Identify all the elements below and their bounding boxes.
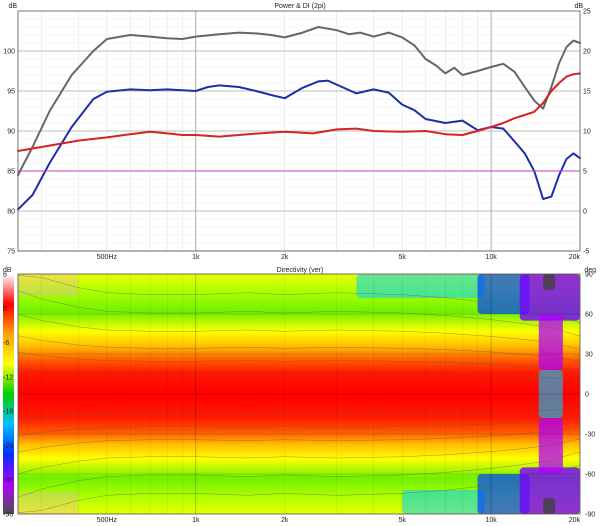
directivity-hf-region (543, 498, 556, 514)
power-x-tick-label: 5k (399, 254, 407, 261)
directivity-x-tick-label: 10k (485, 517, 497, 524)
colorbar-tick-label: -30 (3, 477, 13, 484)
power-x-tick-label: 20k (569, 254, 581, 261)
power-chart-title: Power & DI (2pi) (274, 3, 325, 10)
colorbar (3, 274, 14, 514)
power-y-left-tick-label: 90 (7, 129, 15, 136)
directivity-hf-region (538, 370, 563, 418)
directivity-contour (17, 352, 581, 371)
directivity-y-tick-label: 60 (585, 312, 593, 319)
directivity-plot-frame (17, 273, 581, 515)
directivity-hf-region (356, 274, 485, 298)
colorbar-tick-label: 0 (3, 306, 7, 313)
colorbar-tick-label: -36 (3, 512, 13, 519)
power-y-left-tick-label: 85 (7, 169, 15, 176)
colorbar-tick-label: -24 (3, 443, 13, 450)
directivity-contour (17, 275, 581, 324)
power-series-line-0 (17, 26, 581, 176)
directivity-contour (17, 438, 581, 475)
directivity-contour (17, 407, 581, 420)
directivity-lf-region (18, 274, 79, 296)
power-y-left-unit: dB (8, 3, 17, 10)
directivity-contour (17, 290, 581, 337)
power-y-right-tick-label: 5 (583, 169, 587, 176)
directivity-hf-region (538, 418, 563, 474)
directivity-chart-title: Directivity (ver) (277, 267, 324, 274)
directivity-hf-region (538, 314, 563, 370)
directivity-hf-region (543, 274, 556, 290)
directivity-colorbar-unit: dB (3, 267, 12, 274)
directivity-contour (17, 451, 581, 498)
directivity-contour (17, 417, 581, 436)
directivity-hf-region (477, 274, 530, 314)
power-y-left-tick-label: 75 (7, 249, 15, 256)
power-y-left-tick-label: 80 (7, 209, 15, 216)
power-y-right-tick-label: 10 (583, 129, 591, 136)
colorbar-tick-label: 6 (3, 272, 7, 279)
power-x-tick-label: 2k (281, 254, 289, 261)
directivity-hf-region (477, 474, 530, 514)
power-y-right-tick-label: 15 (583, 89, 591, 96)
power-series-line-1 (17, 79, 581, 211)
directivity-angle-unit: deg (584, 267, 596, 274)
power-plot-frame (17, 10, 581, 252)
power-x-tick-label: 10k (485, 254, 497, 261)
directivity-contour (17, 368, 581, 381)
directivity-y-tick-label: -90 (585, 512, 595, 519)
power-y-right-tick-label: 0 (583, 209, 587, 216)
directivity-lf-region (18, 492, 79, 514)
directivity-contour (17, 464, 581, 513)
directivity-x-tick-label: 500Hz (97, 517, 118, 524)
power-y-right-tick-label: -5 (583, 249, 589, 256)
power-series-line-2 (17, 72, 581, 152)
power-y-right-tick-label: 25 (583, 9, 591, 16)
power-x-tick-label: 500Hz (97, 254, 118, 261)
directivity-contour (17, 313, 581, 350)
directivity-x-tick-label: 5k (399, 517, 407, 524)
directivity-y-tick-label: 0 (585, 392, 589, 399)
directivity-hf-region (519, 467, 580, 514)
directivity-x-tick-label: 2k (281, 517, 289, 524)
directivity-x-tick-label: 1k (192, 517, 200, 524)
power-y-left-tick-label: 100 (3, 49, 15, 56)
colorbar-tick-label: -12 (3, 374, 13, 381)
directivity-y-tick-label: -30 (585, 432, 595, 439)
power-y-right-tick-label: 20 (583, 49, 591, 56)
directivity-y-tick-label: 30 (585, 352, 593, 359)
power-x-tick-label: 1k (192, 254, 200, 261)
directivity-contour (17, 426, 581, 453)
directivity-hf-region (519, 274, 580, 321)
directivity-hf-region (402, 490, 485, 514)
directivity-y-tick-label: 90 (585, 272, 593, 279)
colorbar-tick-label: -18 (3, 409, 13, 416)
directivity-y-tick-label: -60 (585, 472, 595, 479)
colorbar-tick-label: -6 (3, 340, 9, 347)
directivity-contour (17, 335, 581, 362)
power-y-left-tick-label: 95 (7, 89, 15, 96)
power-y-right-unit: dB (574, 3, 583, 10)
directivity-x-tick-label: 20k (569, 517, 581, 524)
